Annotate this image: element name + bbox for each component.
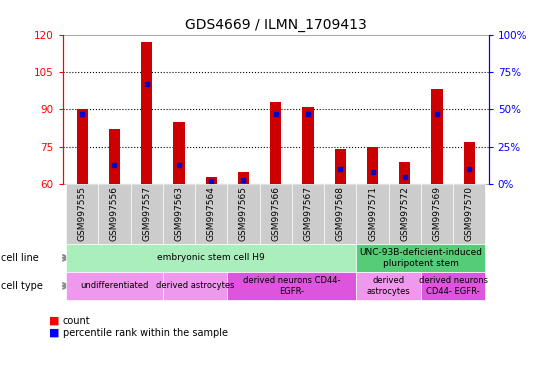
Bar [238, 172, 249, 184]
Text: cell type: cell type [1, 281, 43, 291]
Text: derived neurons CD44-
EGFR-: derived neurons CD44- EGFR- [243, 276, 341, 296]
Text: percentile rank within the sample: percentile rank within the sample [63, 328, 228, 338]
Text: undifferentiated: undifferentiated [80, 281, 149, 290]
Text: GSM997563: GSM997563 [174, 186, 183, 241]
Text: derived astrocytes: derived astrocytes [156, 281, 234, 290]
Bar [335, 149, 346, 184]
Title: GDS4669 / ILMN_1709413: GDS4669 / ILMN_1709413 [185, 18, 366, 32]
Text: count: count [63, 316, 91, 326]
Text: GSM997566: GSM997566 [271, 186, 280, 241]
Bar [141, 42, 152, 184]
Text: derived
astrocytes: derived astrocytes [367, 276, 411, 296]
Text: UNC-93B-deficient-induced
pluripotent stem: UNC-93B-deficient-induced pluripotent st… [359, 248, 483, 268]
Bar [76, 109, 88, 184]
Bar [173, 122, 185, 184]
Text: ■: ■ [49, 328, 60, 338]
Bar [464, 142, 475, 184]
Bar [367, 147, 378, 184]
Bar [205, 177, 217, 184]
Bar [109, 129, 120, 184]
Text: GSM997569: GSM997569 [432, 186, 442, 241]
Text: GSM997568: GSM997568 [336, 186, 345, 241]
Text: derived neurons
CD44- EGFR-: derived neurons CD44- EGFR- [419, 276, 488, 296]
Text: GSM997572: GSM997572 [400, 186, 410, 241]
Text: GSM997565: GSM997565 [239, 186, 248, 241]
Text: embryonic stem cell H9: embryonic stem cell H9 [157, 253, 265, 262]
Bar [431, 89, 443, 184]
Text: GSM997556: GSM997556 [110, 186, 119, 241]
Text: GSM997567: GSM997567 [304, 186, 312, 241]
Text: GSM997557: GSM997557 [142, 186, 151, 241]
Bar [302, 107, 313, 184]
Text: cell line: cell line [1, 253, 39, 263]
Text: GSM997555: GSM997555 [78, 186, 87, 241]
Bar [270, 102, 281, 184]
Text: GSM997564: GSM997564 [207, 186, 216, 241]
Text: GSM997571: GSM997571 [368, 186, 377, 241]
Text: ■: ■ [49, 316, 60, 326]
Text: GSM997570: GSM997570 [465, 186, 474, 241]
Bar [399, 162, 411, 184]
